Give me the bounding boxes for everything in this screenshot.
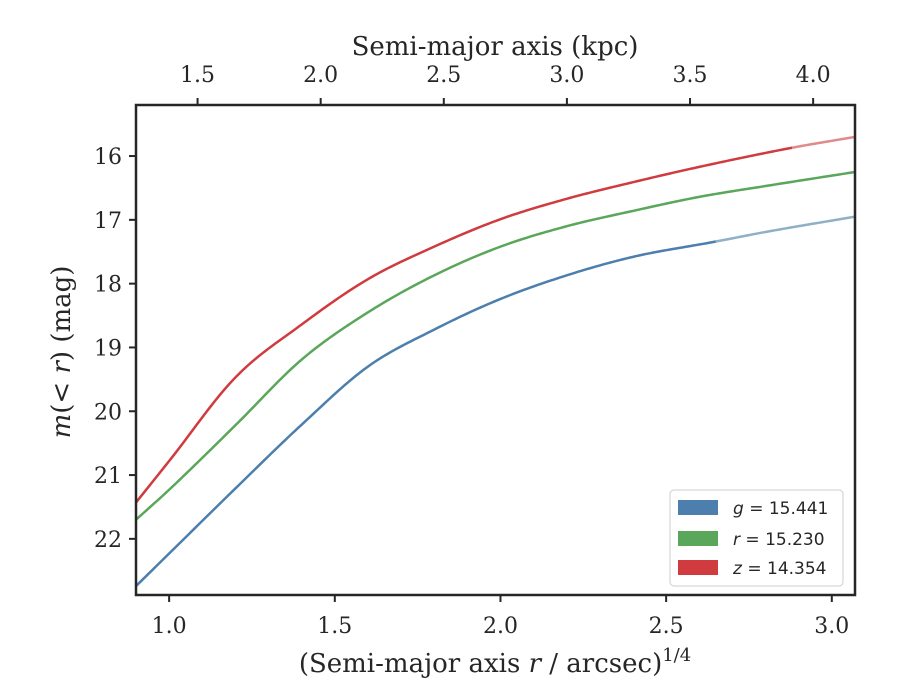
legend-swatch-z <box>678 560 718 575</box>
top-tick-label: 4.0 <box>796 63 831 88</box>
top-tick-label: 2.5 <box>426 63 461 88</box>
y-tick-label: 22 <box>94 528 122 553</box>
y-tick-label: 21 <box>94 464 122 489</box>
x-tick-label: 1.5 <box>317 614 352 639</box>
x-tick-label: 3.0 <box>814 614 849 639</box>
x-axis-title: (Semi-major axis r / arcsec)1/4 <box>299 645 691 679</box>
legend-swatch-g <box>678 500 718 515</box>
legend-swatch-r <box>678 531 718 546</box>
top-tick-label: 3.0 <box>549 63 584 88</box>
top-axis-title: Semi-major axis (kpc) <box>352 32 639 62</box>
extrapolated-curve-z <box>791 135 855 149</box>
y-tick-label: 20 <box>94 400 122 425</box>
x-tick-label: 2.5 <box>649 614 684 639</box>
curves <box>136 135 855 587</box>
y-tick-label: 18 <box>94 273 122 298</box>
top-tick-label: 1.5 <box>180 63 215 88</box>
top-tick-label: 2.0 <box>303 63 338 88</box>
y-tick-label: 16 <box>94 145 122 170</box>
y-tick-label: 19 <box>94 336 122 361</box>
measured-curve-r <box>136 170 855 521</box>
top-tick-label: 3.5 <box>673 63 708 88</box>
legend-label-z: z = 14.354 <box>732 559 826 579</box>
extrapolated-curve-g <box>715 215 855 243</box>
measured-curve-z <box>136 146 793 504</box>
x-tick-label: 1.0 <box>152 614 187 639</box>
measured-curve-g <box>136 240 717 587</box>
y-tick-label: 17 <box>94 209 122 234</box>
top-axis-ticks: 1.5 2.0 2.5 3.0 3.5 4.0 <box>180 63 831 105</box>
y-axis-title: m(< r) (mag) <box>47 266 77 439</box>
legend-label-r: r = 15.230 <box>733 530 825 550</box>
legend-label-g: g = 15.441 <box>733 499 828 519</box>
legend: g = 15.441 r = 15.230 z = 14.354 <box>669 489 844 587</box>
bottom-axis-ticks: 1.0 1.5 2.0 2.5 3.0 <box>152 595 849 639</box>
left-axis-ticks: 16 17 18 19 20 21 22 <box>94 145 136 553</box>
x-tick-label: 2.0 <box>483 614 518 639</box>
plot-frame <box>134 103 857 597</box>
